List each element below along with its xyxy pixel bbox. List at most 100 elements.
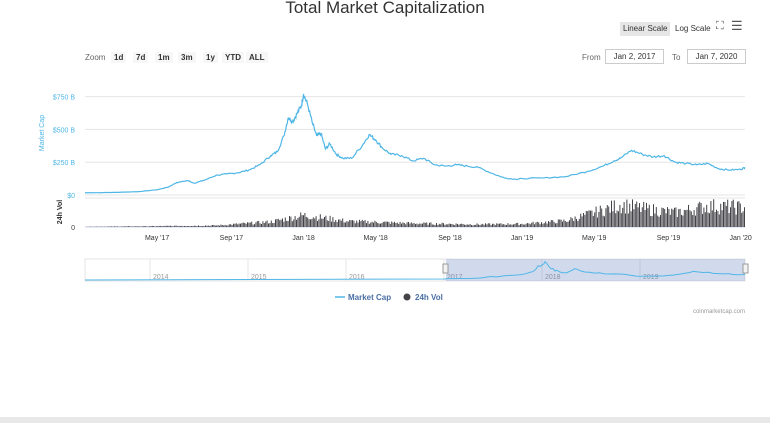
volume-bar — [555, 223, 556, 227]
volume-bar — [368, 223, 370, 227]
navigator-handle-left — [442, 263, 449, 274]
navigator-tick-label: 2014 — [153, 274, 169, 281]
volume-bar — [335, 220, 337, 227]
volume-bar — [508, 224, 510, 227]
volume-bar — [410, 222, 412, 227]
volume-bar — [633, 209, 635, 227]
volume-bar — [534, 224, 535, 227]
volume-bar — [609, 212, 611, 227]
navigator-handle-right — [742, 263, 749, 274]
volume-bar — [532, 221, 534, 227]
volume-bar — [545, 221, 547, 227]
volume-bar — [385, 221, 387, 227]
menu-icon[interactable]: ☰ — [731, 18, 743, 33]
volume-bar — [150, 226, 152, 227]
linear-scale-button[interactable]: Linear Scale — [620, 22, 671, 36]
volume-bar — [188, 226, 190, 227]
volume-bar — [592, 215, 594, 227]
volume-bar — [261, 224, 262, 227]
volume-bar — [359, 219, 360, 227]
volume-bar — [412, 223, 414, 227]
volume-bar — [632, 199, 633, 227]
to-date-input[interactable] — [687, 49, 746, 64]
zoom-all-button[interactable]: ALL — [246, 52, 268, 63]
volume-bar — [581, 216, 583, 227]
volume-bar — [679, 208, 681, 227]
volume-bar — [420, 223, 422, 227]
volume-bar — [513, 224, 514, 227]
volume-bar — [394, 221, 395, 227]
volume-bar — [363, 221, 365, 227]
volume-bar — [464, 224, 465, 227]
volume-bar — [287, 220, 289, 227]
volume-bar — [560, 219, 562, 227]
volume-bar — [447, 224, 449, 227]
volume-bar — [284, 217, 286, 227]
fullscreen-icon[interactable]: ⛶ — [716, 20, 724, 32]
zoom-1d-button[interactable]: 1d — [111, 52, 127, 63]
volume-bar — [468, 224, 470, 227]
zoom-1m-button[interactable]: 1m — [155, 52, 173, 63]
volume-bar — [455, 223, 457, 227]
zoom-7d-button[interactable]: 7d — [133, 52, 149, 63]
volume-bar — [702, 213, 703, 227]
volume-bar — [692, 214, 694, 227]
volume-bar — [690, 211, 692, 227]
to-label: To — [672, 53, 681, 62]
zoom-1y-button[interactable]: 1y — [203, 52, 218, 63]
volume-bar — [282, 218, 283, 227]
volume-bar — [602, 215, 604, 227]
volume-bar — [177, 226, 178, 227]
volume-bar — [732, 199, 734, 227]
volume-bar — [308, 219, 310, 227]
zoom-ytd-button[interactable]: YTD — [222, 52, 244, 63]
volume-bar — [206, 225, 208, 227]
x-tick-label: Jan '20 — [729, 235, 751, 242]
volume-bar — [637, 207, 639, 227]
volume-bar — [643, 201, 645, 227]
volume-bar — [487, 223, 489, 227]
volume-bar — [648, 204, 650, 227]
volume-bar — [569, 220, 570, 227]
volume-bar — [520, 224, 521, 227]
from-date-input[interactable] — [605, 49, 664, 64]
volume-bar — [178, 225, 180, 227]
volume-bar — [331, 221, 332, 227]
volume-bar — [525, 223, 527, 227]
zoom-3m-button[interactable]: 3m — [178, 52, 196, 63]
volume-bar — [612, 211, 614, 227]
volume-bar — [186, 226, 188, 227]
volume-bar — [489, 223, 491, 227]
volume-bar — [594, 212, 596, 227]
volume-bar — [476, 223, 478, 227]
volume-bar — [280, 219, 282, 227]
volume-bar — [563, 219, 565, 227]
volume-bar — [415, 224, 416, 227]
volume-bar — [427, 224, 429, 227]
volume-bar — [716, 209, 717, 227]
x-tick-label: May '17 — [145, 235, 169, 242]
volume-bar — [728, 213, 730, 227]
volume-bar — [422, 223, 423, 227]
volume-bar — [686, 209, 688, 227]
volume-bar — [149, 226, 150, 227]
volume-bar — [717, 211, 719, 227]
volume-bar — [413, 223, 415, 227]
volume-bar — [317, 220, 318, 227]
volume-bar — [695, 215, 696, 227]
log-scale-button[interactable]: Log Scale — [675, 24, 711, 33]
volume-bar — [689, 210, 691, 227]
volume-bar — [507, 223, 509, 227]
volume-bar — [273, 222, 275, 227]
volume-bar — [396, 222, 398, 227]
volume-bar — [318, 219, 320, 227]
volume-bar — [724, 201, 726, 227]
volume-bar — [356, 220, 358, 227]
volume-bar — [329, 215, 331, 227]
volume-bar — [373, 222, 374, 227]
volume-bar — [296, 219, 297, 227]
volume-bar — [181, 225, 183, 227]
volume-bar — [388, 221, 390, 227]
volume-bar — [144, 226, 146, 227]
volume-bar — [401, 223, 402, 227]
